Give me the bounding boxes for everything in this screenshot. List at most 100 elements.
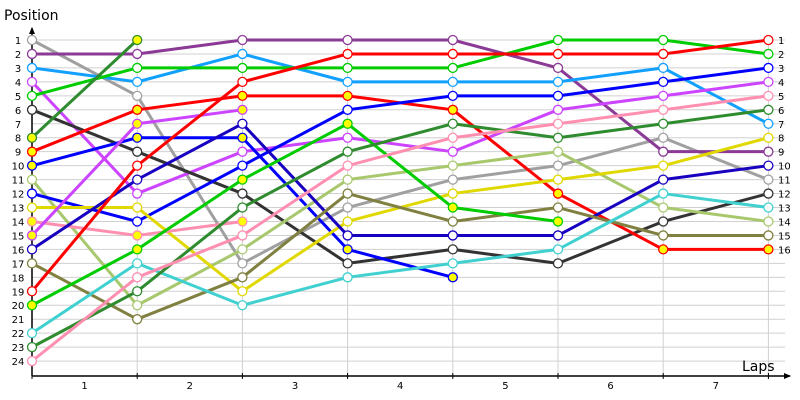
data-point [132, 118, 143, 129]
data-point [658, 104, 669, 115]
series-line [31, 122, 559, 307]
data-point [658, 132, 669, 143]
data-point [26, 76, 38, 88]
data-point [763, 202, 774, 213]
data-point [763, 216, 774, 227]
data-point [342, 132, 353, 143]
data-point [763, 244, 774, 255]
data-point [26, 146, 38, 157]
data-point [552, 188, 564, 199]
data-point [26, 328, 38, 339]
y-tick-label: 23 [12, 343, 25, 354]
data-point [763, 174, 774, 185]
data-point [447, 202, 458, 213]
y-tick-label: 2 [15, 50, 21, 61]
data-point [237, 34, 248, 46]
series-line [30, 38, 769, 293]
data-point [237, 76, 248, 88]
data-point [237, 104, 248, 115]
data-point [658, 118, 669, 129]
data-point [658, 202, 669, 213]
data-point [26, 355, 38, 367]
x-tick-label: 7 [713, 381, 719, 392]
y-tick-label: 24 [12, 357, 25, 368]
right-position-label: 3 [778, 64, 784, 75]
data-point [552, 216, 564, 227]
y-tick-label: 1 [15, 36, 21, 47]
y-tick-label: 8 [15, 134, 21, 145]
data-point [342, 76, 353, 88]
data-point [552, 34, 564, 46]
data-point [342, 48, 353, 60]
data-point [132, 48, 143, 60]
y-axis-label: Position [4, 8, 59, 24]
data-point [237, 62, 248, 74]
data-point [132, 230, 143, 241]
right-position-label: 12 [778, 190, 791, 201]
data-point [132, 216, 143, 227]
data-point [447, 216, 458, 227]
data-point [132, 174, 143, 185]
series-line [30, 80, 769, 196]
y-tick-label: 15 [12, 231, 25, 242]
data-point [26, 90, 38, 101]
y-tick-label: 4 [15, 78, 21, 89]
data-point [237, 202, 248, 213]
data-point [763, 34, 774, 46]
data-point [658, 230, 669, 241]
data-point [237, 48, 248, 60]
data-point [763, 90, 774, 101]
data-point [26, 48, 38, 60]
data-point [132, 90, 143, 101]
series-line [31, 192, 769, 321]
data-point [658, 90, 669, 101]
data-point [26, 132, 38, 143]
data-point [552, 174, 564, 185]
data-point [237, 286, 248, 297]
data-point [552, 104, 564, 115]
right-position-label: 9 [778, 148, 784, 159]
data-point [342, 146, 353, 157]
data-point [658, 174, 669, 185]
right-position-label: 16 [778, 245, 791, 256]
x-tick-label: 1 [81, 381, 87, 392]
data-point [342, 244, 353, 255]
data-point [447, 34, 458, 46]
data-point [658, 244, 669, 255]
data-point [26, 300, 38, 311]
x-tick-label: 2 [187, 381, 193, 392]
data-point [658, 34, 669, 46]
data-point [552, 118, 564, 129]
data-point [552, 90, 564, 101]
data-point [342, 160, 353, 171]
data-point [132, 104, 143, 115]
right-position-label: 13 [778, 204, 791, 215]
y-tick-label: 19 [12, 287, 25, 298]
y-tick-label: 18 [12, 273, 25, 284]
data-point [132, 202, 143, 213]
data-point [237, 244, 248, 255]
data-point [237, 132, 248, 143]
y-tick-label: 9 [15, 148, 21, 159]
y-tick-label: 12 [12, 190, 25, 201]
data-point [658, 188, 669, 199]
data-point [763, 230, 774, 241]
x-tick-label: 3 [292, 381, 298, 392]
data-point [132, 146, 143, 157]
x-tick-label: 4 [397, 381, 403, 392]
series-line [31, 38, 769, 265]
data-point [552, 258, 564, 269]
series-line [31, 122, 769, 251]
data-point [26, 34, 38, 46]
series-line [31, 108, 769, 265]
data-point [763, 132, 774, 143]
data-point [342, 188, 353, 199]
data-point [658, 160, 669, 171]
data-point [552, 76, 564, 88]
series-line [30, 38, 139, 139]
data-point [342, 258, 353, 269]
data-point [237, 300, 248, 311]
data-point [447, 146, 458, 157]
